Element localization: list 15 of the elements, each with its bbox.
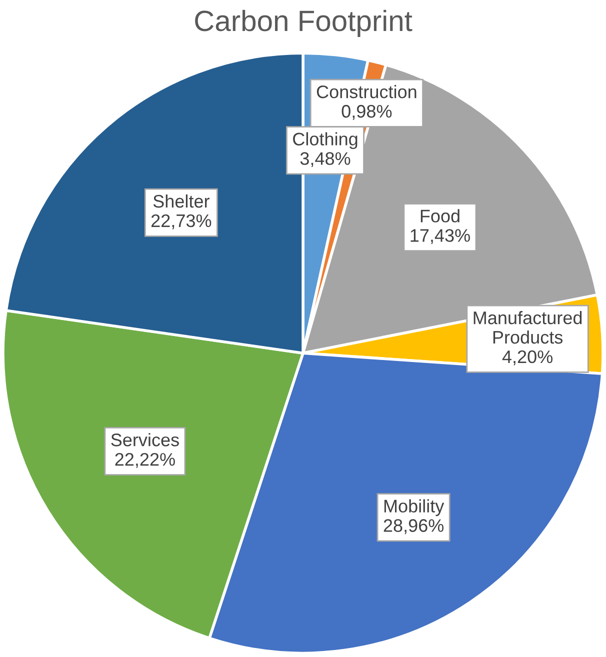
slice-label: Manufactured Products [474, 311, 582, 344]
data-label: 3,48% [300, 152, 350, 168]
slice-label: Services [111, 433, 179, 446]
chart-title: Carbon Footprint [195, 10, 412, 38]
data-label: 28,96% [384, 519, 444, 534]
data-label: 4,20% [502, 350, 553, 366]
data-label: 0,98% [342, 104, 392, 120]
data-label: 17,43% [410, 229, 470, 244]
slice-label: Clothing [293, 132, 358, 150]
data-label: 22,73% [151, 214, 212, 230]
slice-label: Construction [316, 84, 416, 98]
slice-label: Mobility [384, 499, 444, 516]
slice-label: Food [420, 209, 460, 222]
data-label: 22,22% [115, 453, 175, 468]
slice-label: Shelter [153, 194, 210, 208]
